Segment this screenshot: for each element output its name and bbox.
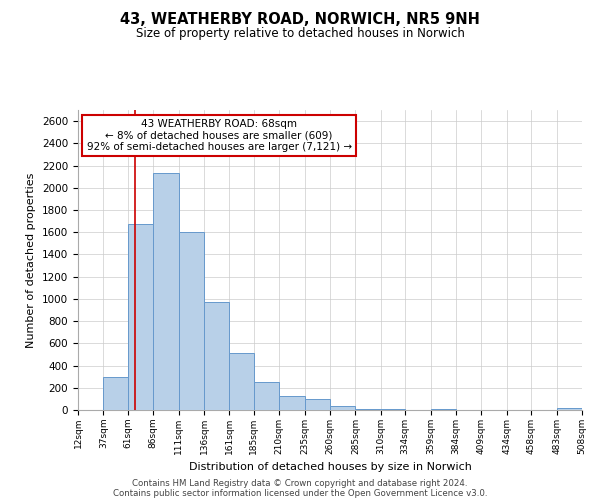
Bar: [279, 396, 305, 410]
X-axis label: Distribution of detached houses by size in Norwich: Distribution of detached houses by size …: [188, 462, 472, 472]
Text: Contains public sector information licensed under the Open Government Licence v3: Contains public sector information licen…: [113, 488, 487, 498]
Text: Size of property relative to detached houses in Norwich: Size of property relative to detached ho…: [136, 28, 464, 40]
Text: 43, WEATHERBY ROAD, NORWICH, NR5 9NH: 43, WEATHERBY ROAD, NORWICH, NR5 9NH: [120, 12, 480, 28]
Y-axis label: Number of detached properties: Number of detached properties: [26, 172, 37, 348]
Bar: [305, 399, 330, 410]
Bar: [204, 302, 229, 410]
Bar: [229, 354, 254, 410]
Bar: [557, 408, 582, 410]
Text: 43 WEATHERBY ROAD: 68sqm
← 8% of detached houses are smaller (609)
92% of semi-d: 43 WEATHERBY ROAD: 68sqm ← 8% of detache…: [86, 119, 352, 152]
Bar: [179, 232, 204, 410]
Bar: [254, 382, 279, 410]
Bar: [153, 174, 179, 410]
Text: Contains HM Land Registry data © Crown copyright and database right 2024.: Contains HM Land Registry data © Crown c…: [132, 478, 468, 488]
Bar: [330, 406, 355, 410]
Bar: [103, 376, 128, 410]
Bar: [128, 224, 153, 410]
